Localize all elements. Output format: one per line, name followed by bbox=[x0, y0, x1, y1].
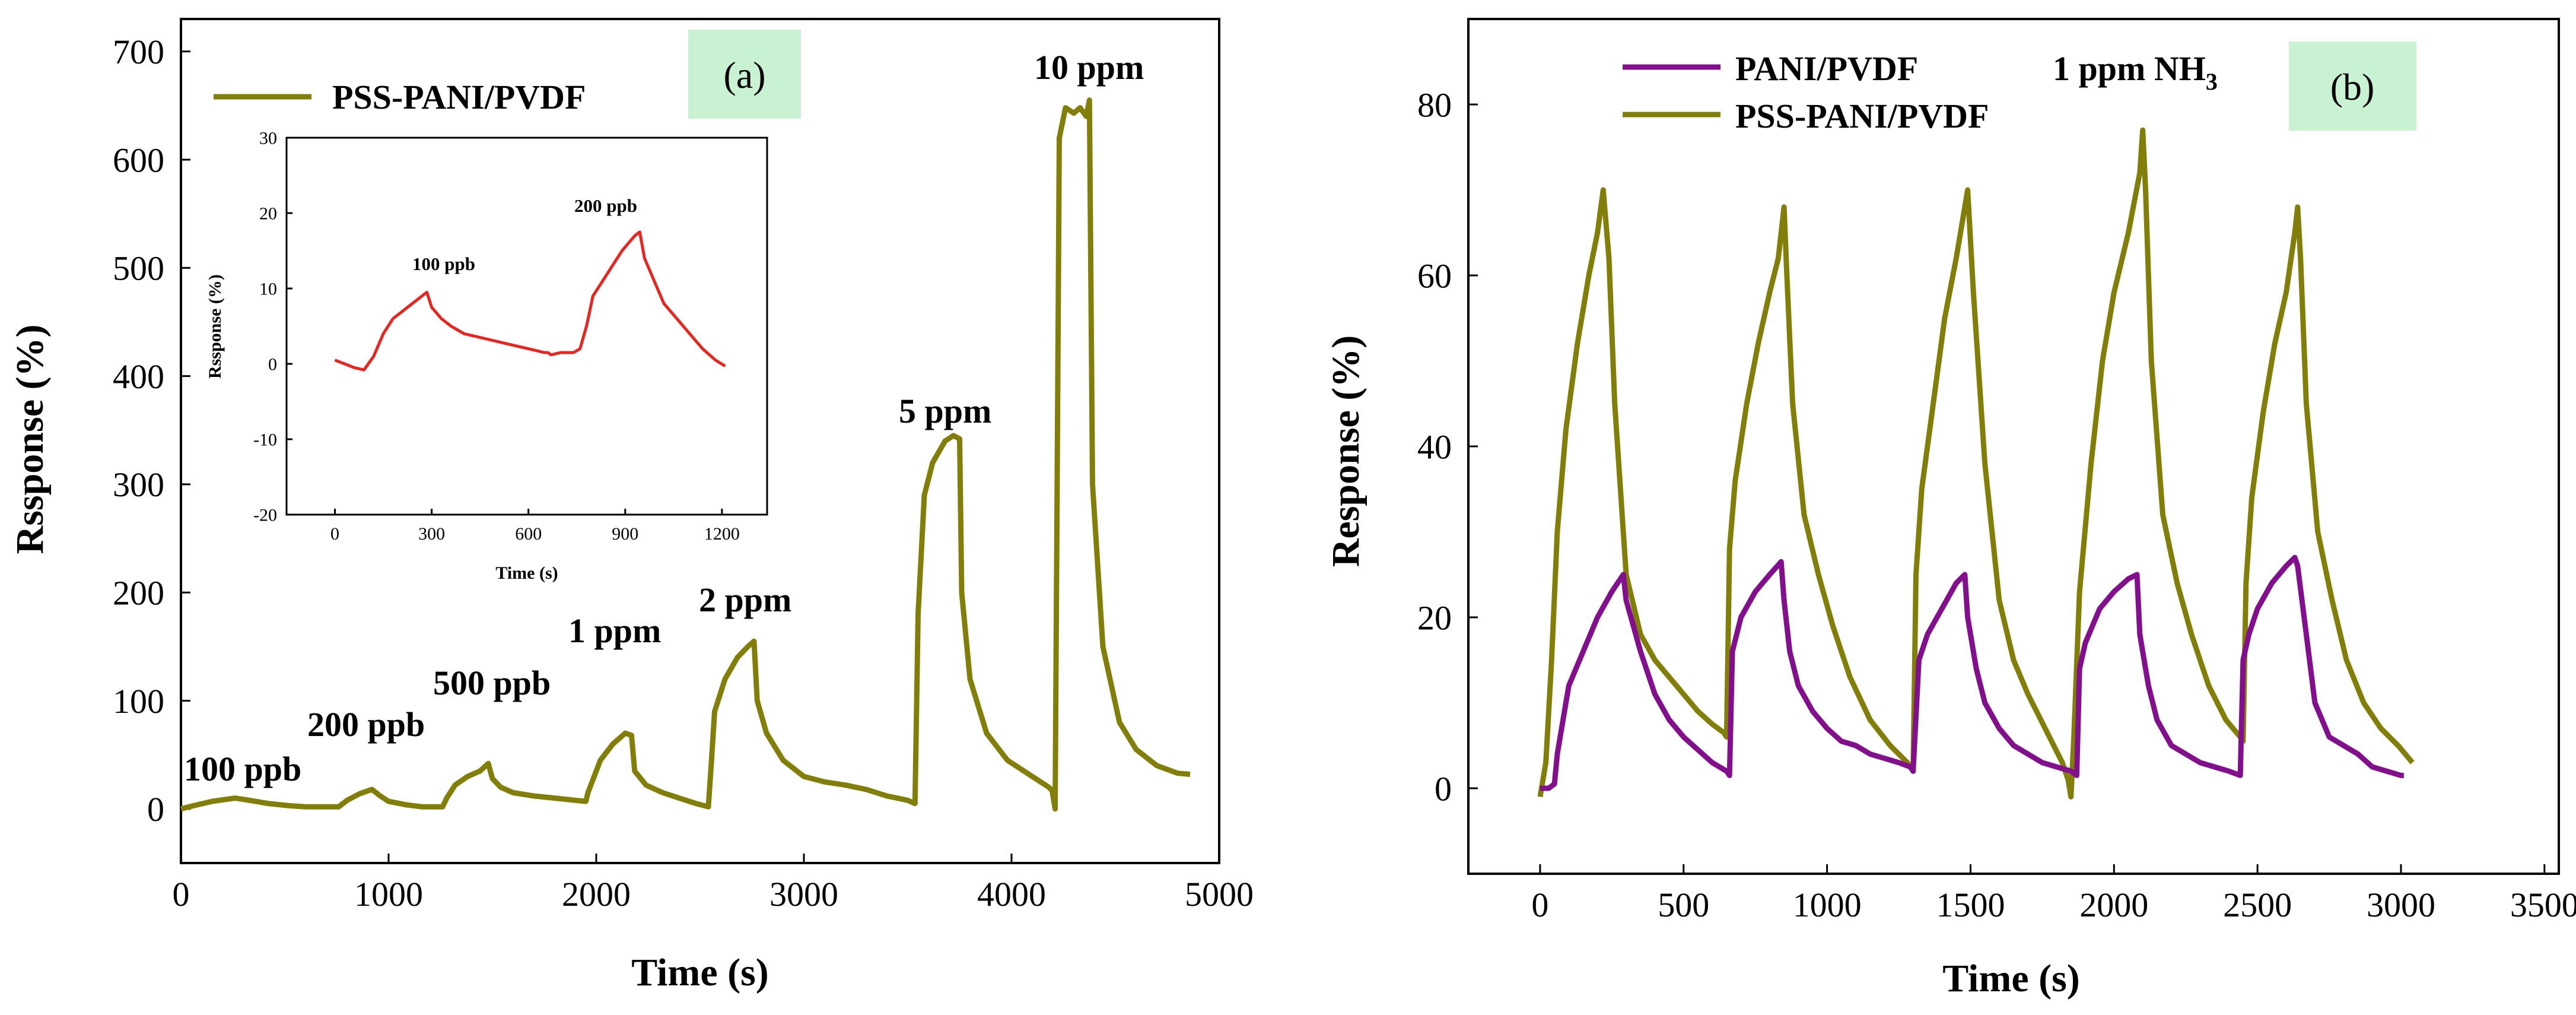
panel-a-series-line bbox=[180, 97, 1191, 812]
i-x-tick-label-3: 900 bbox=[612, 524, 638, 544]
panel-a-inset-x-ticks: 0 300 600 900 1200 bbox=[330, 509, 740, 544]
a-y-tick-label-6: 600 bbox=[113, 141, 164, 179]
b-x-tick-label-6: 3000 bbox=[2367, 886, 2435, 924]
b-x-tick-label-0: 0 bbox=[1531, 886, 1548, 924]
a-x-tick-label-2: 2000 bbox=[562, 875, 631, 914]
b-y-tick-label-3: 60 bbox=[1417, 256, 1452, 295]
panel-a-inset-y-axis-label: Rssponse (%) bbox=[205, 274, 225, 379]
panel-b-x-ticks: 0 500 1000 1500 2000 2500 3000 3500 bbox=[1531, 864, 2576, 924]
panel-a-annotation-100ppb: 100 ppb bbox=[184, 750, 301, 788]
a-y-tick-label-3: 300 bbox=[113, 465, 164, 504]
a-y-tick-label-0: 0 bbox=[147, 790, 164, 829]
b-x-tick-label-1: 500 bbox=[1658, 886, 1709, 924]
panel-a-y-ticks: 0 100 200 300 400 500 600 700 bbox=[113, 33, 190, 829]
panel-a-inset-x-axis-label: Time (s) bbox=[495, 563, 558, 583]
panel-a-inset-frame bbox=[285, 137, 768, 516]
panel-a-annotation-5ppm: 5 ppm bbox=[899, 392, 991, 430]
panel-b-legend: PANI/PVDF PSS-PANI/PVDF bbox=[1623, 49, 1989, 135]
panel-a-inset-y-ticks: -20 -10 0 10 20 30 bbox=[253, 129, 292, 525]
panel-a-inset: 0 300 600 900 1200 -20 -10 0 10 20 30 Time (s) Rs… bbox=[205, 129, 768, 583]
panel-a-tag-box bbox=[688, 30, 801, 119]
a-y-tick-label-4: 400 bbox=[113, 357, 164, 396]
i-y-tick-label-2: 0 bbox=[268, 355, 277, 375]
panel-a-y-axis-label: Rssponse (%) bbox=[8, 325, 52, 554]
panel-b-x-axis-label: Time (s) bbox=[1942, 957, 2080, 1000]
panel-a-annotation-2ppm: 2 ppm bbox=[699, 581, 791, 619]
a-y-tick-label-2: 200 bbox=[113, 574, 164, 613]
panel-b-y-axis-label: Response (%) bbox=[1324, 335, 1367, 567]
panel-b-legend-label-pani: PANI/PVDF bbox=[1735, 49, 1918, 88]
b-y-tick-label-4: 80 bbox=[1417, 85, 1452, 124]
panel-b-tag-label: (b) bbox=[2330, 66, 2375, 108]
panel-a-x-axis-label: Time (s) bbox=[631, 951, 769, 994]
panel-b: 0 500 1000 1500 2000 2500 3000 3500 0 20 40 60 80 T… bbox=[1324, 18, 2576, 1000]
panel-b-y-ticks: 0 20 40 60 80 bbox=[1417, 85, 1478, 808]
panel-a-annotation-500ppb: 500 ppb bbox=[433, 664, 551, 702]
a-x-tick-label-3: 3000 bbox=[769, 875, 838, 914]
i-y-tick-label-0: -20 bbox=[253, 506, 277, 525]
b-y-tick-label-1: 20 bbox=[1417, 598, 1452, 637]
b-x-tick-label-4: 2000 bbox=[2079, 886, 2148, 924]
i-y-tick-label-5: 30 bbox=[259, 129, 277, 148]
panel-a-inset-annotation-200ppb: 200 ppb bbox=[574, 195, 637, 216]
b-x-tick-label-5: 2500 bbox=[2223, 886, 2292, 924]
panel-b-series-pss-pani-line bbox=[1537, 127, 2415, 800]
i-y-tick-label-1: -10 bbox=[253, 430, 277, 450]
panel-a-x-ticks: 0 1000 2000 3000 4000 5000 bbox=[173, 854, 1254, 914]
i-x-tick-label-1: 300 bbox=[418, 524, 445, 544]
i-y-tick-label-4: 20 bbox=[259, 204, 277, 224]
panel-a-inset-series-line bbox=[334, 230, 726, 372]
b-x-tick-label-2: 1000 bbox=[1793, 886, 1862, 924]
a-x-tick-label-5: 5000 bbox=[1185, 875, 1254, 914]
b-y-tick-label-0: 0 bbox=[1435, 769, 1452, 808]
panel-a-annotation-10ppm: 10 ppm bbox=[1034, 48, 1144, 87]
panel-a-annotation-200ppb: 200 ppb bbox=[307, 705, 425, 744]
panel-a-legend-label: PSS-PANI/PVDF bbox=[332, 78, 586, 116]
panel-b-title-annotation: 1 ppm NH3 bbox=[2053, 49, 2218, 95]
panel-b-legend-label-pss-pani: PSS-PANI/PVDF bbox=[1735, 97, 1989, 135]
b-y-tick-label-2: 40 bbox=[1417, 427, 1452, 466]
i-x-tick-label-0: 0 bbox=[330, 524, 339, 544]
panel-a-plot-frame bbox=[180, 18, 1220, 864]
panel-a-tag: (a) bbox=[688, 30, 801, 119]
panel-a-legend: PSS-PANI/PVDF bbox=[214, 78, 586, 116]
a-y-tick-label-1: 100 bbox=[113, 682, 164, 721]
a-y-tick-label-5: 500 bbox=[113, 249, 164, 288]
a-x-tick-label-4: 4000 bbox=[977, 875, 1046, 914]
panel-a: 0 1000 2000 3000 4000 5000 010020030040050060… bbox=[8, 18, 1254, 994]
panel-a-annotation-1ppm: 1 ppm bbox=[568, 611, 661, 650]
panel-a-tag-label: (a) bbox=[723, 54, 765, 96]
panel-b-tag-box bbox=[2289, 42, 2416, 131]
a-x-tick-label-0: 0 bbox=[173, 875, 190, 914]
b-x-tick-label-7: 3500 bbox=[2510, 886, 2576, 924]
i-x-tick-label-2: 600 bbox=[515, 524, 542, 544]
b-x-tick-label-3: 1500 bbox=[1936, 886, 2005, 924]
panel-b-series-pani-line bbox=[1540, 554, 2404, 791]
a-y-tick-label-7: 700 bbox=[113, 33, 164, 71]
a-x-tick-label-1: 1000 bbox=[354, 875, 423, 914]
i-x-tick-label-4: 1200 bbox=[704, 524, 740, 544]
panel-b-tag: (b) bbox=[2289, 42, 2416, 131]
panel-a-inset-annotation-100ppb: 100 ppb bbox=[412, 253, 475, 274]
i-y-tick-label-3: 10 bbox=[259, 280, 277, 299]
